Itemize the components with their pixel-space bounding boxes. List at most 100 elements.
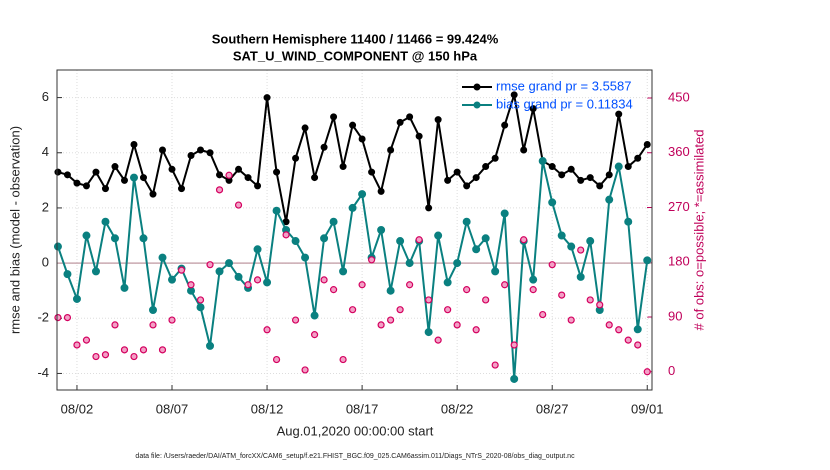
data-point: [557, 231, 566, 240]
data-point: [130, 352, 138, 361]
data-point: [424, 328, 433, 337]
data-point: [605, 321, 613, 329]
data-point: [82, 336, 91, 344]
y-tick-label: -4: [37, 365, 49, 380]
data-point: [510, 91, 518, 99]
data-point: [168, 275, 177, 284]
y-tick-label: 0: [42, 255, 49, 270]
data-point: [425, 204, 433, 212]
x-tick-label: 08/27: [536, 401, 569, 416]
data-point: [415, 236, 423, 244]
y2-tick-label: 360: [668, 144, 690, 159]
data-point: [643, 368, 651, 376]
data-point: [110, 234, 119, 243]
data-point: [215, 186, 224, 194]
data-point: [425, 296, 433, 304]
data-point: [101, 351, 110, 359]
data-point: [168, 316, 176, 324]
data-point: [377, 187, 385, 195]
data-point: [72, 294, 81, 303]
data-point: [615, 110, 623, 118]
data-point: [406, 113, 414, 121]
footnote: data file: /Users/raeder/DAI/ATM_forcXX/…: [135, 453, 575, 460]
data-point: [501, 121, 509, 129]
data-point: [178, 185, 186, 193]
data-point: [149, 190, 157, 198]
data-point: [53, 242, 62, 251]
data-point: [263, 94, 271, 102]
data-point: [225, 171, 233, 179]
data-point: [434, 116, 442, 124]
data-point: [567, 242, 576, 251]
data-point: [406, 281, 414, 289]
data-point: [234, 201, 243, 209]
data-point: [434, 231, 443, 240]
data-point: [111, 163, 119, 171]
data-point: [396, 118, 404, 126]
data-point: [339, 355, 347, 364]
data-point: [529, 275, 538, 284]
data-point: [548, 198, 557, 207]
data-point: [301, 124, 309, 132]
data-point: [73, 341, 81, 349]
data-point: [168, 165, 176, 173]
data-point: [82, 182, 90, 190]
x-tick-label: 09/01: [631, 401, 664, 416]
data-point: [301, 253, 310, 262]
data-point: [596, 182, 604, 190]
data-point: [196, 296, 205, 304]
x-tick-label: 08/12: [251, 401, 284, 416]
data-point: [158, 253, 167, 262]
data-point: [101, 217, 110, 226]
data-point: [329, 286, 338, 294]
data-point: [624, 336, 632, 344]
data-point: [472, 326, 480, 334]
y2-axis-label: # of obs: o=possible; *=assimilated: [691, 130, 706, 331]
data-point: [291, 316, 300, 324]
data-point: [263, 278, 272, 287]
data-point: [434, 336, 442, 344]
data-point: [586, 296, 594, 304]
data-point: [197, 146, 205, 154]
y2-tick-label: 270: [668, 199, 690, 214]
data-point: [311, 174, 319, 182]
data-point: [206, 341, 215, 350]
data-point: [491, 267, 500, 276]
y2-tick-label: 180: [668, 254, 690, 269]
chart-subtitle: SAT_U_WIND_COMPONENT @ 150 hPa: [233, 48, 478, 63]
data-point: [558, 291, 566, 299]
data-point: [254, 182, 262, 190]
y-tick-label: 2: [42, 199, 49, 214]
legend-marker: [473, 101, 481, 109]
data-point: [520, 236, 528, 244]
data-point: [576, 272, 585, 281]
data-point: [548, 163, 556, 171]
data-point: [643, 140, 651, 148]
data-point: [500, 209, 509, 218]
data-point: [605, 195, 614, 204]
data-point: [206, 261, 214, 269]
data-point: [491, 361, 499, 369]
data-point: [235, 165, 243, 173]
plot-area: [57, 70, 652, 390]
data-point: [482, 163, 490, 171]
data-point: [396, 306, 404, 314]
data-point: [320, 234, 329, 243]
data-point: [520, 146, 528, 154]
data-point: [273, 168, 281, 176]
data-point: [501, 281, 509, 289]
legend-label: rmse grand pr = 3.5587: [496, 78, 632, 93]
data-point: [481, 234, 490, 243]
data-point: [387, 316, 395, 324]
data-point: [567, 165, 575, 173]
data-point: [139, 346, 148, 354]
data-point: [453, 321, 461, 329]
data-point: [358, 135, 366, 143]
data-point: [368, 256, 376, 264]
data-point: [120, 283, 129, 292]
data-point: [463, 286, 471, 294]
chart-title: Southern Hemisphere 11400 / 11466 = 99.4…: [212, 31, 499, 46]
data-point: [244, 174, 252, 182]
data-point: [130, 140, 138, 148]
